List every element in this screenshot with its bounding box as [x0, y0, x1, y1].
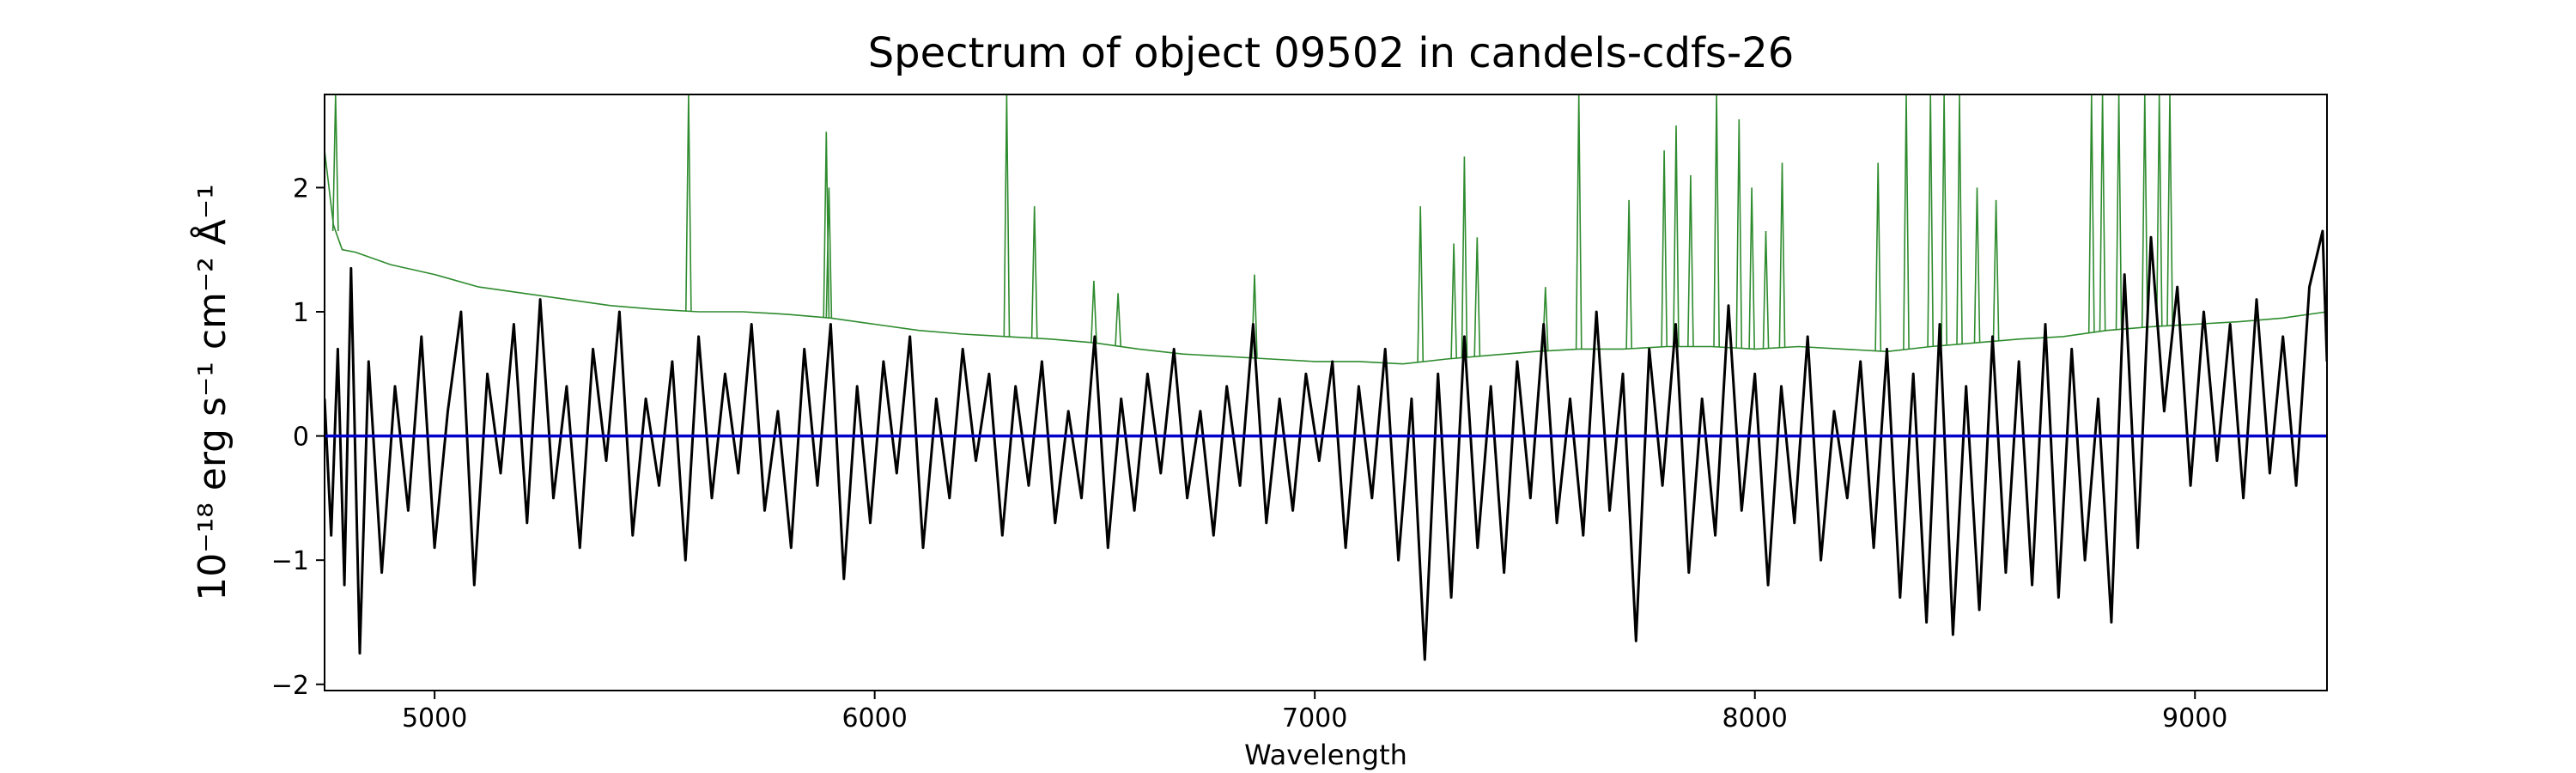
- chart-title: Spectrum of object 09502 in candels-cdfs…: [868, 29, 1795, 77]
- emission-spike: [1992, 199, 2000, 342]
- emission-spike: [1450, 243, 1457, 359]
- y-tick-label: 2: [293, 173, 309, 204]
- y-tick-label: 0: [293, 423, 309, 453]
- emission-spike: [2115, 94, 2123, 330]
- noise-line: [325, 150, 2327, 365]
- emission-spike: [1030, 206, 1038, 338]
- emission-spike: [1874, 162, 1882, 351]
- emission-spike: [1473, 237, 1481, 357]
- emission-spike: [1673, 125, 1680, 347]
- flux-series: [325, 229, 2327, 661]
- emission-spike: [2166, 94, 2173, 326]
- emission-spike: [1115, 293, 1121, 347]
- emission-spike: [1903, 94, 1910, 350]
- y-tick-label: −1: [271, 546, 309, 576]
- x-tick-label: 9000: [2162, 703, 2227, 733]
- emission-spike: [685, 94, 692, 312]
- emission-spike: [1713, 94, 1720, 347]
- emission-spike: [1927, 94, 1935, 347]
- emission-spike: [2099, 94, 2106, 332]
- series-layer: [325, 94, 2327, 661]
- x-tick-label: 6000: [841, 703, 907, 733]
- emission-spike: [331, 94, 339, 232]
- emission-spike: [1973, 187, 1981, 343]
- x-tick-label: 5000: [402, 703, 467, 733]
- emission-spike: [1778, 162, 1786, 348]
- y-axis-label: 10⁻¹⁸ erg s⁻¹ cm⁻² Å⁻¹: [189, 184, 234, 600]
- x-tick-label: 7000: [1282, 703, 1347, 733]
- plot-frame: [324, 94, 2328, 691]
- emission-spike: [1003, 94, 1011, 337]
- emission-spike: [1461, 156, 1468, 358]
- y-tick-label: −2: [271, 671, 309, 701]
- x-axis-label: Wavelength: [1244, 739, 1407, 771]
- x-tick-label: 8000: [1722, 703, 1788, 733]
- emission-spike: [1575, 94, 1583, 350]
- emission-spike: [2087, 94, 2095, 333]
- plot-area: [324, 94, 2328, 691]
- y-tick-label: 1: [293, 298, 309, 328]
- emission-spike: [1941, 94, 1947, 346]
- emission-spike: [1687, 174, 1694, 347]
- emission-spike: [2141, 94, 2148, 328]
- emission-spike: [1956, 94, 1963, 344]
- emission-spike: [1625, 199, 1632, 350]
- noise-series: [325, 94, 2327, 365]
- emission-spike: [1661, 150, 1668, 347]
- emission-spike: [1762, 230, 1770, 349]
- emission-spike: [1735, 119, 1743, 349]
- emission-spike: [1417, 206, 1425, 362]
- emission-spike: [1091, 280, 1097, 344]
- emission-spike: [1748, 187, 1755, 350]
- x-axis: 5000 6000 7000 8000 9000: [402, 691, 2227, 733]
- emission-spike: [2155, 94, 2163, 326]
- y-axis: −2 −1 0 1 2: [271, 173, 325, 701]
- emission-spike: [825, 187, 833, 319]
- flux-line: [325, 229, 2327, 661]
